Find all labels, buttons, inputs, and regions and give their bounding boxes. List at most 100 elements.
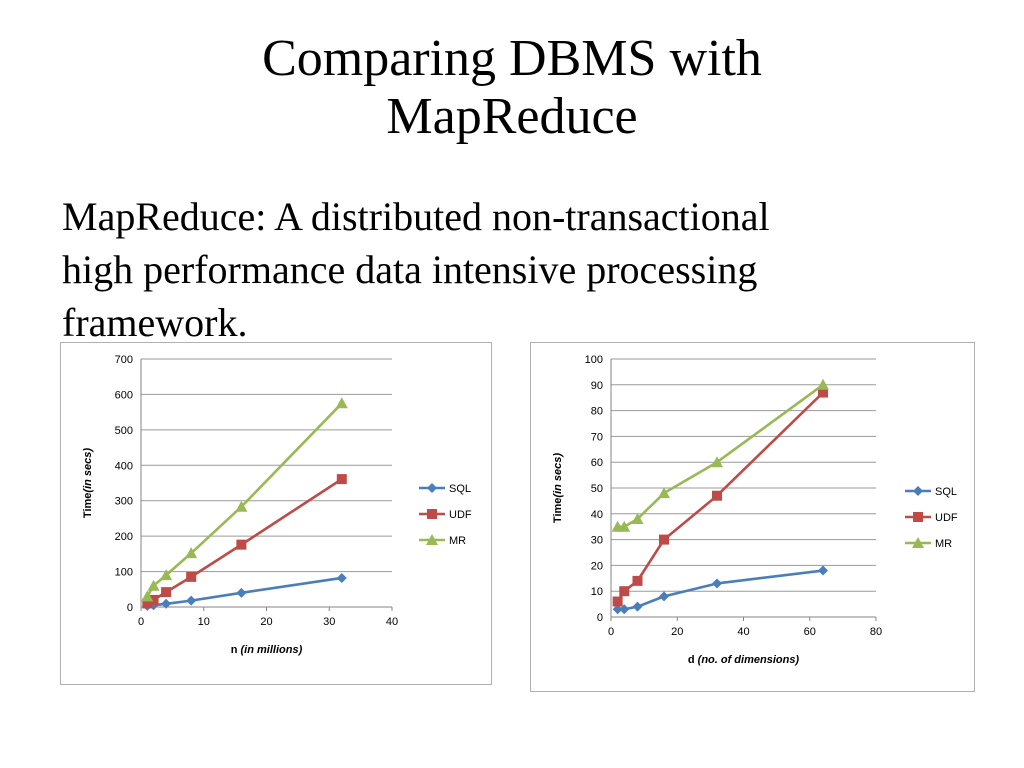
data-point-sql <box>336 572 347 583</box>
x-tick-label: 0 <box>138 616 144 628</box>
y-tick-label: 80 <box>591 406 603 418</box>
x-tick-label: 80 <box>870 626 882 638</box>
body-line-2: high performance data intensive processi… <box>62 247 758 292</box>
x-tick-label: 40 <box>737 626 749 638</box>
series-sql <box>612 565 828 615</box>
legend-label: UDF <box>935 512 958 524</box>
y-tick-label: 400 <box>115 460 133 472</box>
data-point-udf <box>659 534 669 545</box>
y-tick-label: 30 <box>591 535 603 547</box>
x-tick-label: 60 <box>804 626 816 638</box>
y-axis-title: Time(in secs) <box>552 453 564 523</box>
legend-item-udf: UDF <box>419 509 472 521</box>
legend-item-sql: SQL <box>905 486 957 498</box>
y-tick-label: 100 <box>115 567 133 579</box>
series-sql <box>142 572 347 611</box>
data-point-sql <box>612 604 623 615</box>
data-point-mr <box>711 456 723 468</box>
data-point-udf <box>142 598 153 609</box>
y-tick-label: 0 <box>597 612 603 624</box>
y-tick-label: 300 <box>115 496 133 508</box>
legend-item-sql: SQL <box>419 483 471 495</box>
y-axis-title: Time(in secs) <box>82 448 94 518</box>
y-tick-label: 200 <box>115 531 133 543</box>
series-line-mr <box>617 383 824 528</box>
legend-marker-udf <box>913 512 923 522</box>
legend-item-mr: MR <box>419 534 466 547</box>
series-mr <box>141 397 348 602</box>
data-point-mr <box>147 579 160 591</box>
slide-title: Comparing DBMS with MapReduce <box>112 30 912 146</box>
data-point-udf <box>619 586 630 597</box>
data-point-udf <box>148 594 159 605</box>
legend-marker-mr <box>426 534 438 545</box>
data-point-mr <box>185 547 198 559</box>
legend-marker-sql <box>427 483 437 493</box>
legend-item-mr: MR <box>905 537 952 550</box>
data-point-udf <box>186 571 197 582</box>
y-tick-label: 90 <box>591 380 603 392</box>
x-axis-title: n (in millions) <box>231 644 303 656</box>
y-tick-label: 60 <box>591 457 603 469</box>
data-point-mr <box>335 397 348 409</box>
legend-label: MR <box>935 538 952 550</box>
data-point-sql <box>161 598 172 609</box>
data-point-sql <box>659 591 669 602</box>
data-point-udf <box>818 387 828 398</box>
data-point-sql <box>818 565 828 576</box>
series-mr <box>611 378 829 532</box>
y-tick-label: 40 <box>591 509 603 521</box>
data-point-sql <box>632 601 643 612</box>
data-point-udf <box>336 474 347 485</box>
data-point-sql <box>712 578 722 589</box>
x-tick-label: 30 <box>323 616 335 628</box>
data-point-udf <box>632 575 643 586</box>
data-point-udf <box>236 539 247 550</box>
y-tick-label: 100 <box>585 354 603 366</box>
x-tick-label: 20 <box>671 626 683 638</box>
x-tick-label: 0 <box>608 626 614 638</box>
x-axis-title: d (no. of dimensions) <box>688 654 800 666</box>
y-tick-label: 20 <box>591 560 603 572</box>
y-tick-label: 70 <box>591 431 603 443</box>
data-point-mr <box>618 520 631 532</box>
data-point-mr <box>141 590 154 602</box>
legend-item-udf: UDF <box>905 512 958 524</box>
chart-time-vs-d-svg: 0 10 20 30 40 50 60 70 80 90 100 0 20 40 60 80 d (no. of… <box>552 354 958 666</box>
slide-title-line2: MapReduce <box>386 88 638 145</box>
data-point-mr <box>658 487 670 499</box>
chart-time-vs-n: 0 100 200 300 400 500 600 700 0 10 20 30 40 n (in mil… <box>60 342 492 685</box>
legend-marker-sql <box>913 486 923 496</box>
body-line-1: MapReduce: A distributed non-transaction… <box>62 194 770 239</box>
y-tick-label: 0 <box>127 602 133 614</box>
data-point-sql <box>236 587 247 598</box>
y-tick-label: 50 <box>591 483 603 495</box>
x-tick-label: 40 <box>386 616 398 628</box>
y-tick-label: 500 <box>115 425 133 437</box>
chart-time-vs-d: 0 10 20 30 40 50 60 70 80 90 100 0 20 40 60 80 d (no. of… <box>530 342 975 692</box>
data-point-sql <box>619 604 630 615</box>
data-point-mr <box>817 378 829 390</box>
data-point-sql <box>186 595 197 606</box>
series-udf <box>612 387 828 607</box>
data-point-mr <box>160 569 173 581</box>
y-tick-label: 600 <box>115 389 133 401</box>
y-tick-label: 10 <box>591 586 603 598</box>
legend-label: SQL <box>449 483 471 495</box>
legend-marker-udf <box>427 509 437 519</box>
x-tick-label: 20 <box>260 616 272 628</box>
legend-label: MR <box>449 535 466 547</box>
series-line-mr <box>146 402 343 598</box>
series-udf <box>142 474 347 609</box>
legend-label: SQL <box>935 486 957 498</box>
data-point-mr <box>631 512 644 524</box>
legend-label: UDF <box>449 509 472 521</box>
data-point-udf <box>612 596 623 607</box>
chart-time-vs-n-svg: 0 100 200 300 400 500 600 700 0 10 20 30 40 n (in mil… <box>82 354 472 656</box>
body-line-3: framework. <box>62 300 248 345</box>
data-point-udf <box>161 587 172 598</box>
x-tick-label: 10 <box>198 616 210 628</box>
series-line-sql <box>617 569 824 611</box>
data-point-udf <box>712 490 722 501</box>
slide-body-text: MapReduce: A distributed non-transaction… <box>62 190 992 349</box>
